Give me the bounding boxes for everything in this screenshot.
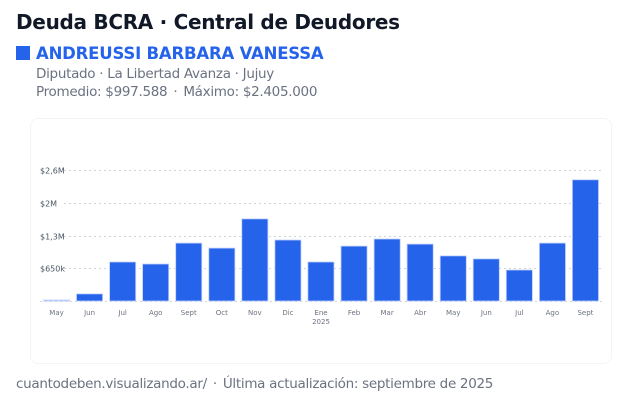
x-tick-label: Sept [577,309,593,317]
x-tick-label: Jun [83,309,95,317]
bar [175,242,203,302]
bar [406,243,434,302]
bar [208,247,236,302]
person-name: ANDREUSSI BARBARA VANESSA [36,44,324,63]
role-line: Diputado · La Libertad Avanza · Jujuy [36,66,274,82]
bar [241,218,269,302]
last-updated: Última actualización: septiembre de 2025 [222,376,494,392]
y-tick-label: $1,3M [40,233,65,242]
x-tick-label: Ago [546,309,560,317]
bars [43,179,599,302]
bar [76,293,104,302]
bar [505,269,533,302]
x-tick-label: Mar [381,309,394,317]
series-color-swatch [16,46,30,60]
x-tick-label: Ago [149,309,163,317]
bar [307,261,335,302]
bar [472,258,500,302]
bar [373,238,401,302]
footer-separator: · [212,376,217,392]
bar [43,299,71,302]
max-stat: Máximo: $2.405.000 [183,84,318,100]
bar [572,179,599,302]
average-stat: Promedio: $997.588 [36,84,168,100]
gridlines [40,170,602,302]
x-tick-label: Jun [480,309,492,317]
bar [109,261,137,302]
bar [142,263,170,302]
site-link[interactable]: cuantodeben.visualizando.ar/ [16,376,207,392]
y-tick-label: $650k [40,265,65,274]
stats-separator: · [173,84,178,100]
chart-panel [30,118,612,364]
x-tick-label: Nov [248,309,262,317]
footer: cuantodeben.visualizando.ar/ · Última actu… [16,376,493,392]
x-tick-label: May [49,309,63,317]
bar [539,242,566,302]
x-tick-label: Jul [514,309,524,317]
x-tick-label: Ene [314,309,327,317]
y-axis: $650k $1,3M $2M $2,6M [40,167,65,274]
y-tick-label: $2M [40,200,57,209]
x-tick-label: Abr [414,309,426,317]
x-tick-label: Sept [181,309,197,317]
x-tick-label: Dic [282,309,293,317]
bar [340,245,368,302]
bar [439,255,467,302]
x-tick-label: Jul [117,309,127,317]
page-title: Deuda BCRA · Central de Deudores [16,10,400,34]
y-tick-label: $2,6M [40,167,65,176]
x-year-label: 2025 [312,318,330,326]
x-tick-label: May [446,309,460,317]
x-tick-label: Oct [216,309,228,317]
stats-line: Promedio: $997.588 · Máximo: $2.405.000 [36,84,317,100]
bar [274,239,302,302]
x-tick-label: Feb [348,309,361,317]
